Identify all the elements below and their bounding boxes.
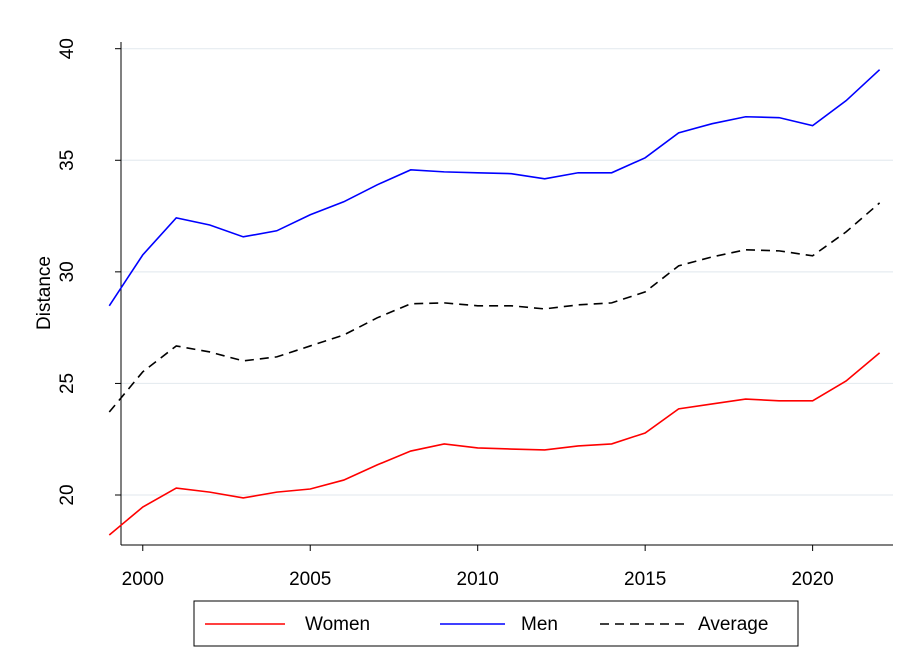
legend-label: Average [698, 614, 768, 635]
x-tick-label: 2010 [457, 569, 499, 590]
y-axis-label: Distance [34, 256, 55, 330]
x-tick-label: 2015 [624, 569, 666, 590]
y-tick-label: 35 [57, 150, 78, 171]
x-tick-label: 2000 [122, 569, 164, 590]
x-tick-label: 2020 [791, 569, 833, 590]
x-tick-label: 2005 [289, 569, 331, 590]
y-tick-label: 40 [57, 38, 78, 59]
y-tick-label: 20 [57, 484, 78, 505]
y-tick-label: 30 [57, 261, 78, 282]
series-line [108, 202, 881, 413]
series-line [108, 69, 881, 307]
legend-label: Men [521, 614, 558, 635]
legend-label: Women [305, 614, 370, 635]
y-tick-label: 25 [57, 373, 78, 394]
series-line [108, 352, 881, 536]
